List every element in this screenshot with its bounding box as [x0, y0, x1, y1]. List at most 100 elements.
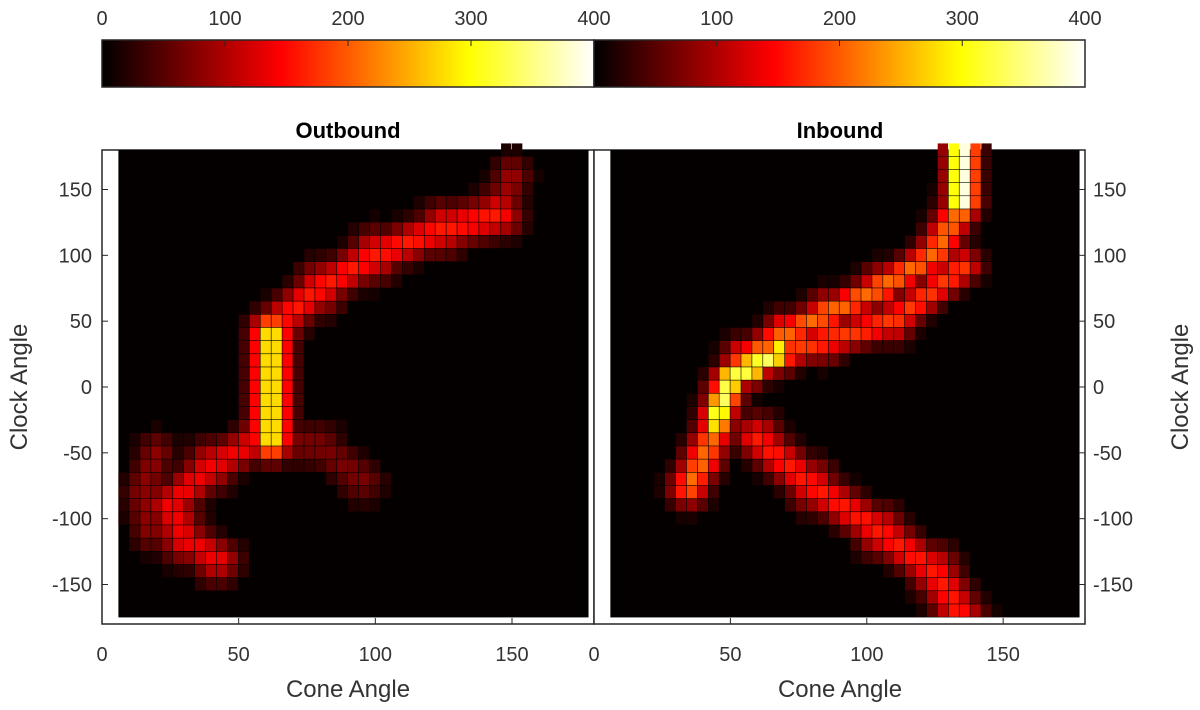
- heatmap-cell: [828, 340, 839, 354]
- heatmap-cell: [260, 340, 271, 354]
- heatmap-cell: [326, 419, 337, 433]
- heatmap-cell: [774, 340, 785, 354]
- heatmap-cell: [904, 525, 916, 538]
- heatmap-cell: [271, 393, 282, 407]
- heatmap-cell: [817, 354, 828, 367]
- heatmap-cell: [271, 301, 282, 314]
- heatmap-cell: [337, 433, 348, 446]
- heatmap-cell: [129, 472, 140, 486]
- heatmap-cell: [194, 446, 206, 459]
- heatmap-cell: [926, 301, 938, 314]
- heatmap-cell: [795, 485, 807, 499]
- heatmap-cell: [806, 327, 818, 341]
- heatmap-cell: [774, 485, 785, 499]
- heatmap-cell: [872, 327, 883, 341]
- heatmap-cell: [304, 327, 315, 341]
- heatmap-cell: [894, 261, 905, 275]
- heatmap-cell: [326, 314, 337, 328]
- heatmap-cell: [249, 406, 260, 420]
- heatmap-cell: [380, 472, 392, 486]
- heatmap-cell: [358, 235, 370, 249]
- heatmap-cell: [894, 327, 905, 341]
- heatmap-cell: [883, 301, 894, 314]
- heatmap-cell: [697, 459, 708, 472]
- heatmap-cell: [522, 196, 534, 209]
- heatmap-cell: [774, 472, 785, 486]
- heatmap-cell: [937, 301, 949, 314]
- heatmap-cell: [763, 380, 774, 393]
- heatmap-cell: [424, 235, 435, 249]
- heatmap-cell: [293, 301, 304, 314]
- heatmap-cell: [501, 156, 512, 170]
- heatmap-cell: [216, 577, 228, 591]
- heatmap-cell: [730, 327, 741, 341]
- heatmap-cell: [216, 564, 228, 578]
- heatmap-cell: [817, 446, 828, 459]
- heatmap-cell: [784, 485, 796, 499]
- heatmap-cell: [205, 551, 217, 565]
- heatmap-cell: [708, 459, 719, 472]
- heatmap-cell: [348, 288, 359, 301]
- heatmap-cell: [304, 459, 315, 472]
- heatmap-cell: [686, 472, 698, 486]
- heatmap-cell: [894, 551, 905, 565]
- heatmap-cell: [337, 288, 348, 301]
- heatmap-cell: [926, 235, 938, 249]
- heatmap-cell: [752, 433, 763, 446]
- y-tick-label-left: 150: [59, 180, 92, 202]
- heatmap-cell: [784, 419, 796, 433]
- heatmap-cell: [369, 235, 381, 249]
- heatmap-cell: [904, 314, 916, 328]
- heatmap-cell: [981, 196, 992, 209]
- heatmap-cell: [173, 512, 184, 525]
- heatmap-cell: [926, 288, 938, 301]
- heatmap-cell: [205, 446, 217, 459]
- heatmap-cell: [468, 182, 479, 196]
- heatmap-cell: [850, 301, 861, 314]
- heatmap-cell: [708, 472, 719, 486]
- y-tick-label-right: -50: [1093, 443, 1122, 465]
- heatmap-cell: [959, 209, 970, 222]
- heatmap-cell: [315, 248, 326, 262]
- heatmap-cell: [784, 354, 796, 367]
- heatmap-cell: [162, 538, 173, 551]
- heatmap-cell: [337, 419, 348, 433]
- y-axis-label-right: Clock Angle: [1167, 324, 1194, 451]
- heatmap-cell: [194, 512, 206, 525]
- heatmap-cell: [904, 591, 916, 604]
- heatmap-cell: [937, 591, 949, 604]
- heatmap-cell: [293, 406, 304, 420]
- heatmap-cell: [271, 340, 282, 354]
- heatmap-cell: [216, 525, 228, 538]
- heatmap-cell: [348, 248, 359, 262]
- heatmap-cell: [719, 327, 730, 341]
- heatmap-cell: [959, 235, 970, 249]
- heatmap-cell: [926, 538, 938, 551]
- heatmap-cell: [894, 301, 905, 314]
- heatmap-cell: [828, 472, 839, 486]
- heatmap-cell: [369, 248, 381, 262]
- heatmap-cell: [948, 564, 959, 578]
- heatmap-cell: [468, 222, 479, 235]
- heatmap-cell: [861, 288, 872, 301]
- heatmap-cell: [697, 498, 708, 512]
- heatmap-cell: [380, 275, 392, 288]
- x-tick-label: 50: [228, 644, 250, 666]
- heatmap-cell: [402, 209, 413, 222]
- heatmap-cell: [151, 551, 162, 565]
- heatmap-cell: [981, 182, 992, 196]
- heatmap-cell: [282, 314, 293, 328]
- heatmap-cell: [402, 235, 413, 249]
- y-axis-label-left: Clock Angle: [6, 324, 33, 451]
- heatmap-cell: [424, 222, 435, 235]
- heatmap-cell: [872, 551, 883, 565]
- heatmap-cell: [926, 604, 938, 617]
- heatmap-cell: [194, 485, 206, 499]
- heatmap-cell: [271, 380, 282, 393]
- heatmap-cell: [293, 393, 304, 407]
- heatmap-cell: [391, 275, 403, 288]
- heatmap-cell: [959, 591, 970, 604]
- heatmap-cell: [194, 459, 206, 472]
- heatmap-cell: [784, 433, 796, 446]
- heatmap-cell: [369, 459, 381, 472]
